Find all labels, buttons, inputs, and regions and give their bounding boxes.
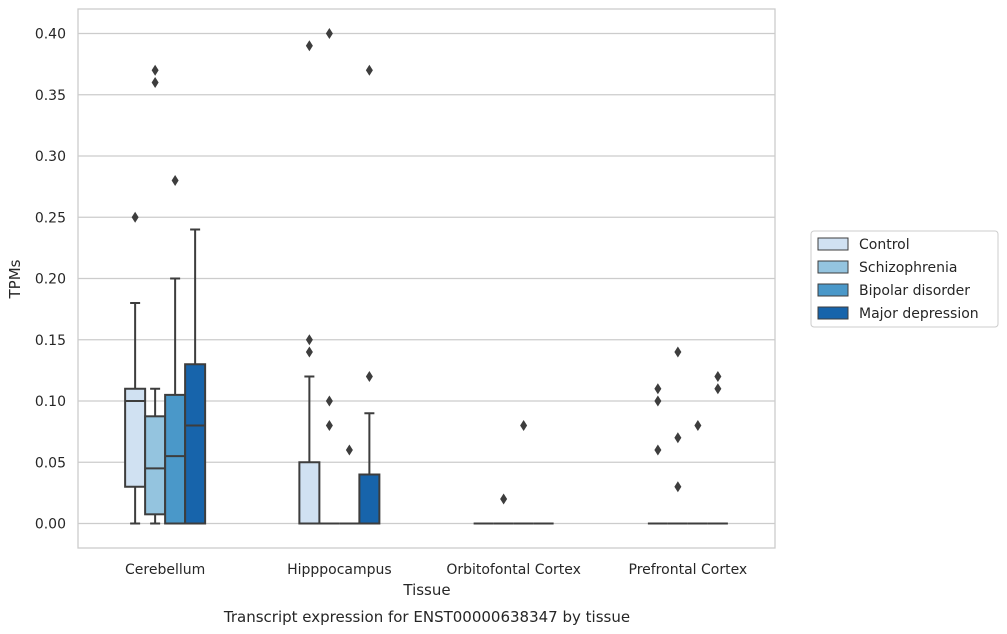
y-tick-labels: 0.00 0.05 0.10 0.15 0.20 0.25 0.30 0.35 0.40 — [35, 27, 66, 533]
outlier-point — [365, 64, 373, 76]
box-group — [513, 420, 534, 525]
x-axis-title: Tissue — [402, 581, 450, 599]
box-group — [358, 64, 381, 525]
outlier-point — [151, 64, 159, 76]
box-group — [339, 444, 360, 525]
x-tick-label: Prefrontal Cortex — [629, 562, 748, 578]
legend-label: Bipolar disorder — [859, 283, 970, 299]
y-tick-label: 0.35 — [35, 88, 66, 104]
outlier-point — [654, 383, 662, 395]
box — [358, 473, 381, 525]
y-axis-title: TPMs — [6, 259, 24, 299]
outlier-point — [714, 371, 722, 382]
legend-label: Major depression — [859, 306, 979, 322]
y-tick-label: 0.20 — [35, 272, 66, 288]
plot-frame — [77, 8, 776, 549]
outlier-point — [325, 28, 333, 39]
box-group — [667, 346, 688, 525]
y-tick-label: 0.05 — [35, 455, 66, 471]
outlier-point — [305, 346, 313, 358]
y-tick-label: 0.15 — [35, 333, 66, 349]
outlier-point — [305, 334, 313, 346]
y-tick-label: 0.25 — [35, 210, 66, 226]
box — [164, 393, 187, 525]
outlier-point — [365, 371, 373, 382]
outlier-point — [654, 444, 662, 456]
outlier-point — [345, 444, 353, 456]
box-group — [493, 493, 514, 525]
outlier-point — [171, 175, 179, 186]
legend-label: Control — [859, 237, 910, 253]
box-group — [298, 40, 321, 525]
y-tick-label: 0.10 — [35, 394, 66, 410]
box — [184, 363, 207, 525]
box-group — [184, 228, 207, 525]
y-tick-label: 0.30 — [35, 149, 66, 165]
legend-swatch — [817, 237, 849, 251]
box-group — [319, 28, 340, 525]
box-group — [687, 420, 708, 525]
outlier-point — [674, 432, 682, 444]
y-tick-label: 0.40 — [35, 27, 66, 43]
y-tick-label: 0.00 — [35, 517, 66, 533]
outlier-point — [694, 420, 702, 431]
box-group — [647, 383, 668, 525]
outlier-point — [305, 40, 313, 52]
outlier-point — [654, 395, 662, 407]
outlier-point — [325, 420, 333, 431]
x-tick-label: Hipppocampus — [287, 562, 392, 578]
x-tick-label: Cerebellum — [125, 562, 205, 578]
outlier-point — [151, 77, 159, 88]
x-tick-label: Orbitofontal Cortex — [446, 562, 581, 578]
outlier-point — [714, 383, 722, 395]
plot-marks — [124, 28, 728, 525]
legend-label: Schizophrenia — [859, 260, 957, 276]
legend: Control Schizophrenia Bipolar disorder Majo… — [810, 230, 999, 328]
box-group — [707, 371, 728, 525]
legend-box — [810, 230, 999, 328]
legend-swatch — [817, 260, 849, 274]
outlier-point — [500, 493, 508, 505]
box — [298, 461, 321, 525]
outlier-point — [520, 420, 528, 431]
legend-swatch — [817, 306, 849, 320]
outlier-point — [131, 211, 139, 223]
x-tick-labels: Cerebellum Hipppocampus Orbitofontal Corte… — [125, 562, 747, 578]
box — [144, 415, 167, 516]
outlier-point — [674, 346, 682, 358]
box — [124, 387, 147, 488]
legend-swatch — [817, 283, 849, 297]
outlier-point — [674, 481, 682, 493]
outlier-point — [325, 395, 333, 407]
chart-caption: Transcript expression for ENST0000063834… — [223, 608, 630, 626]
